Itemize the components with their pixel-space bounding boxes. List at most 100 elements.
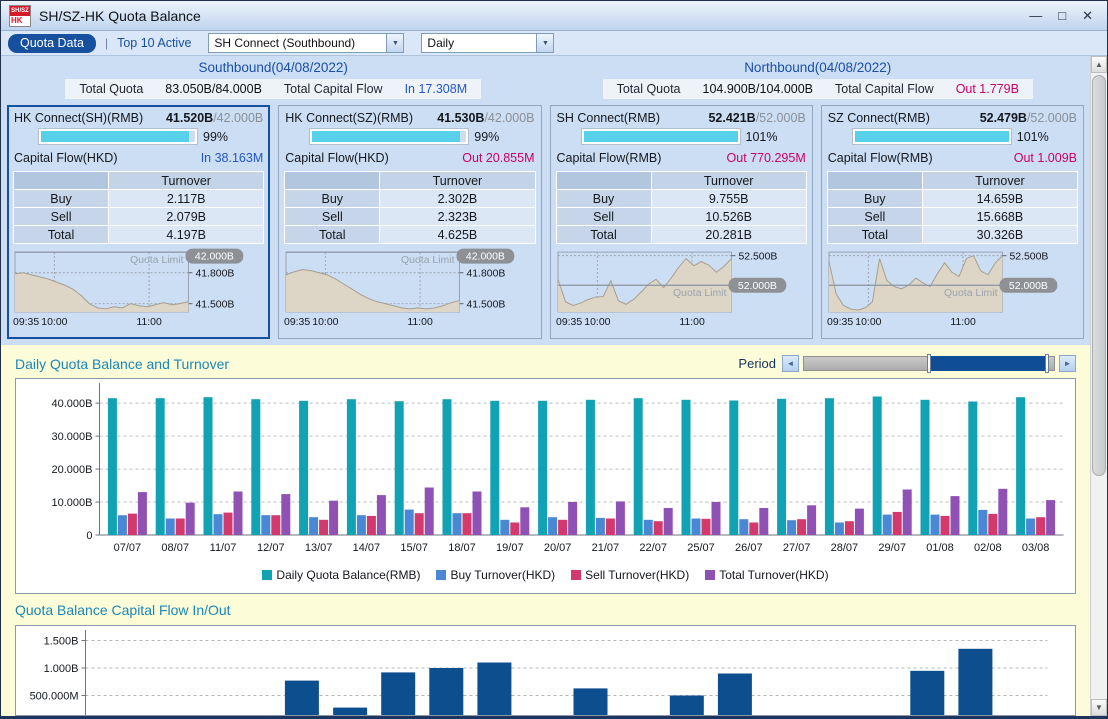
period-slider-left-arrow-icon[interactable]: ◄ [782, 355, 799, 372]
quota-panel[interactable]: HK Connect(SZ)(RMB) 41.530B/42.000B 99% … [278, 105, 541, 339]
quota-usage-fill [312, 131, 460, 142]
scrollbar-track[interactable] [1091, 73, 1107, 699]
quota-usage-bar [310, 129, 468, 144]
total-capital-flow-value: In 17.308M [405, 82, 468, 96]
svg-text:500.000M: 500.000M [30, 690, 79, 702]
chevron-down-icon[interactable]: ▼ [536, 34, 553, 52]
scrollbar-thumb[interactable] [1092, 75, 1106, 476]
period-slider-left-handle[interactable] [927, 354, 931, 373]
svg-text:13/07: 13/07 [305, 542, 333, 554]
legend-label: Sell Turnover(HKD) [585, 568, 689, 582]
capital-flow-value: In 38.163M [201, 151, 264, 165]
vertical-scrollbar[interactable]: ▲ ▼ [1090, 56, 1107, 716]
turnover-column-header: Turnover [922, 172, 1077, 190]
svg-text:09:35: 09:35 [556, 317, 582, 328]
quota-usage-bar [39, 129, 197, 144]
quota-panels: HK Connect(SH)(RMB) 41.520B/42.000B 99% … [1, 103, 1090, 345]
tab-quota-data[interactable]: Quota Data [8, 34, 96, 53]
svg-text:21/07: 21/07 [592, 542, 620, 554]
quota-usage-fill [584, 131, 738, 142]
panel-quota-value: 52.421B/52.000B [708, 111, 805, 125]
period-slider-track[interactable] [803, 356, 1055, 371]
legend-swatch-icon [571, 570, 581, 580]
quota-panel[interactable]: HK Connect(SH)(RMB) 41.520B/42.000B 99% … [7, 105, 270, 339]
period-slider-right-handle[interactable] [1045, 354, 1049, 373]
svg-text:40.000B: 40.000B [52, 398, 93, 410]
mini-chart-plot: Quota Limit52.500B52.000B09:3510:0011:00 [827, 248, 1078, 334]
turnover-row-value: 20.281B [651, 226, 806, 244]
svg-text:10:00: 10:00 [41, 317, 67, 328]
legend-item: Total Turnover(HKD) [705, 568, 828, 582]
period-label: Period [738, 356, 776, 371]
quota-usage-fill [41, 131, 189, 142]
quota-usage-bar [853, 129, 1011, 144]
app-icon-bottom-text: HK [10, 16, 30, 26]
svg-text:12/07: 12/07 [257, 542, 285, 554]
turnover-row: Total4.625B [285, 226, 535, 244]
interval-select[interactable]: Daily ▼ [421, 33, 554, 53]
capital-flow-plot: 1.500B1.000B500.000M [16, 626, 1075, 716]
northbound-summary: Total Quota 104.900B/104.000B Total Capi… [603, 79, 1033, 99]
period-slider-right-arrow-icon[interactable]: ► [1059, 355, 1076, 372]
svg-text:10:00: 10:00 [855, 317, 881, 328]
scroll-up-icon[interactable]: ▲ [1091, 56, 1107, 73]
svg-text:Quota Limit: Quota Limit [944, 288, 998, 299]
quota-usage-percent: 99% [474, 130, 499, 144]
tab-bar: Quota Data | Top 10 Active SH Connect (S… [1, 31, 1107, 56]
daily-section-title: Daily Quota Balance and Turnover [15, 356, 229, 372]
turnover-table: Turnover Buy2.302BSell2.323BTotal4.625B [284, 171, 535, 244]
turnover-table: Turnover Buy2.117BSell2.079BTotal4.197B [13, 171, 264, 244]
mini-chart-plot: Quota Limit52.500B52.000B09:3510:0011:00 [556, 248, 807, 334]
svg-text:18/07: 18/07 [448, 542, 476, 554]
interval-value: Daily [422, 34, 536, 52]
svg-text:28/07: 28/07 [831, 542, 859, 554]
maximize-icon[interactable]: □ [1058, 8, 1066, 24]
svg-text:30.000B: 30.000B [52, 431, 93, 443]
total-quota-label: Total Quota [617, 82, 681, 96]
total-quota-value: 104.900B/104.000B [703, 82, 814, 96]
close-icon[interactable]: ✕ [1082, 8, 1093, 24]
turnover-row: Buy14.659B [827, 190, 1077, 208]
northbound-heading: Northbound(04/08/2022) [546, 56, 1091, 77]
connect-direction-select[interactable]: SH Connect (Southbound) ▼ [208, 33, 404, 53]
turnover-row-label: Sell [827, 208, 922, 226]
turnover-row-label: Sell [285, 208, 380, 226]
svg-text:08/07: 08/07 [161, 542, 189, 554]
title-bar: SH/SZ HK SH/SZ-HK Quota Balance — □ ✕ [1, 1, 1107, 31]
legend-swatch-icon [436, 570, 446, 580]
svg-text:10:00: 10:00 [584, 317, 610, 328]
quota-panel[interactable]: SZ Connect(RMB) 52.479B/52.000B 101% Cap… [821, 105, 1084, 339]
intraday-mini-chart: Quota Limit42.000B41.800B41.500B09:3510:… [13, 248, 264, 334]
scroll-down-icon[interactable]: ▼ [1091, 699, 1107, 716]
chevron-down-icon[interactable]: ▼ [386, 34, 403, 52]
quota-panel[interactable]: SH Connect(RMB) 52.421B/52.000B 101% Cap… [550, 105, 813, 339]
svg-text:26/07: 26/07 [735, 542, 763, 554]
period-slider-range[interactable] [929, 356, 1047, 371]
app-icon-top-text: SH/SZ [10, 6, 30, 16]
window-title: SH/SZ-HK Quota Balance [39, 8, 201, 24]
tab-top-10-active[interactable]: Top 10 Active [117, 36, 191, 50]
turnover-column-header: Turnover [109, 172, 264, 190]
southbound-summary: Total Quota 83.050B/84.000B Total Capita… [65, 79, 481, 99]
app-window: SH/SZ HK SH/SZ-HK Quota Balance — □ ✕ Qu… [0, 0, 1108, 719]
turnover-table-corner [285, 172, 380, 190]
capital-flow-section-title: Quota Balance Capital Flow In/Out [15, 602, 231, 618]
legend-item: Daily Quota Balance(RMB) [262, 568, 420, 582]
turnover-row-label: Buy [827, 190, 922, 208]
svg-text:19/07: 19/07 [496, 542, 524, 554]
legend-swatch-icon [262, 570, 272, 580]
daily-legend: Daily Quota Balance(RMB)Buy Turnover(HKD… [16, 567, 1075, 586]
quota-usage-fill [855, 131, 1009, 142]
series-1-bars [108, 397, 1025, 536]
svg-text:41.800B: 41.800B [467, 268, 506, 279]
total-capital-flow-value: Out 1.779B [956, 82, 1019, 96]
legend-item: Sell Turnover(HKD) [571, 568, 689, 582]
minimize-icon[interactable]: — [1029, 8, 1042, 24]
turnover-table-corner [827, 172, 922, 190]
turnover-row: Sell2.079B [14, 208, 264, 226]
turnover-row: Sell10.526B [556, 208, 806, 226]
svg-text:20/07: 20/07 [544, 542, 572, 554]
intraday-mini-chart: Quota Limit42.000B41.800B41.500B09:3510:… [284, 248, 535, 334]
svg-text:10.000B: 10.000B [52, 497, 93, 509]
svg-text:09:35: 09:35 [13, 317, 39, 328]
